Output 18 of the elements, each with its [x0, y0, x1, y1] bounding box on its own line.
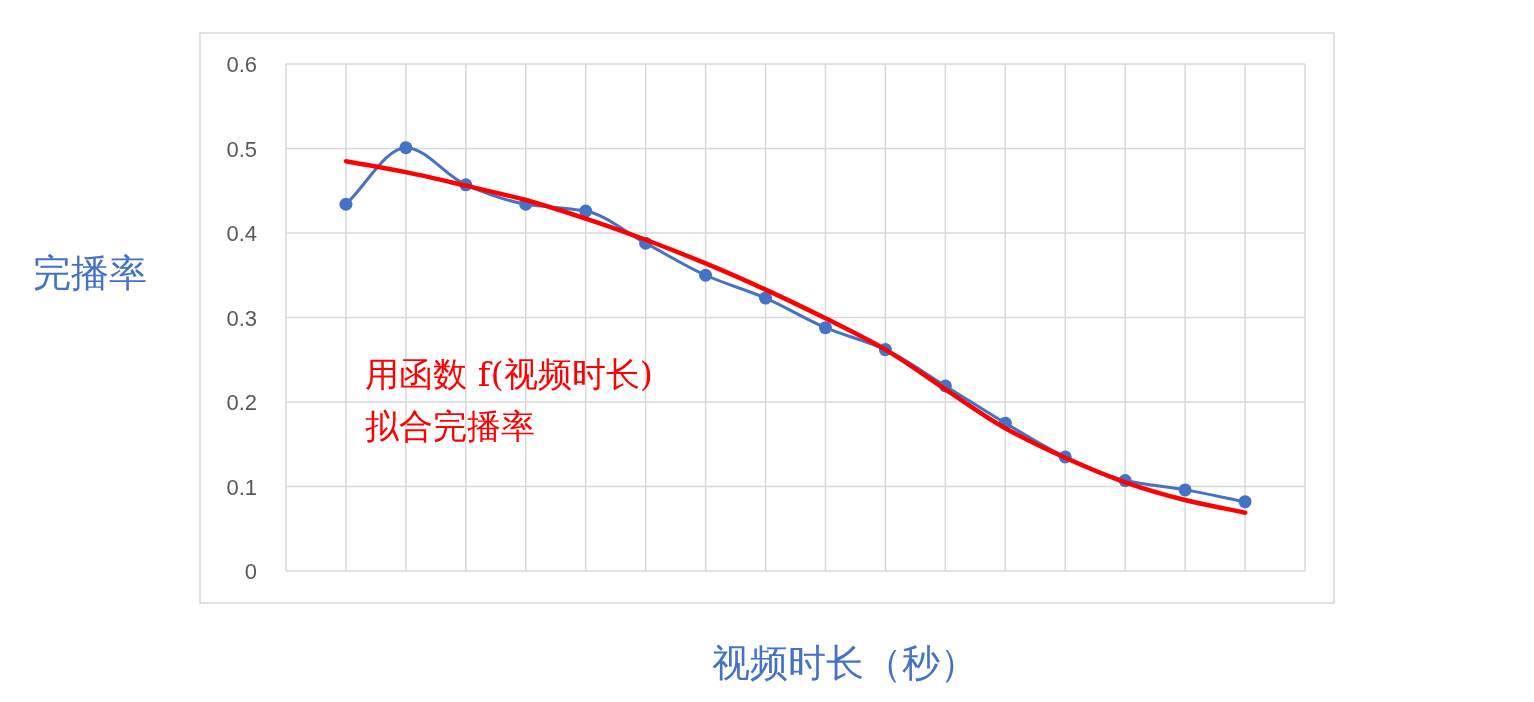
y-tick-label: 0.6 [226, 52, 257, 77]
point [1178, 483, 1192, 497]
y-tick-label: 0.2 [226, 390, 257, 415]
point [1238, 495, 1252, 509]
point [699, 268, 713, 282]
y-tick-label: 0.5 [226, 136, 257, 162]
point [339, 197, 353, 211]
point [579, 204, 593, 218]
y-axis-title: 完播率 [33, 251, 147, 295]
point [759, 291, 773, 305]
x-axis-title: 视频时长（秒） [712, 641, 978, 685]
annotation: 用函数 f(视频时长) 拟合完播率 [365, 354, 653, 446]
y-tick-label: 0 [244, 559, 257, 584]
point [399, 141, 413, 155]
y-tick-label: 0.3 [226, 305, 257, 331]
y-tick-label: 0.1 [226, 474, 257, 500]
point [818, 321, 832, 335]
y-tick-label: 0.4 [226, 221, 257, 246]
